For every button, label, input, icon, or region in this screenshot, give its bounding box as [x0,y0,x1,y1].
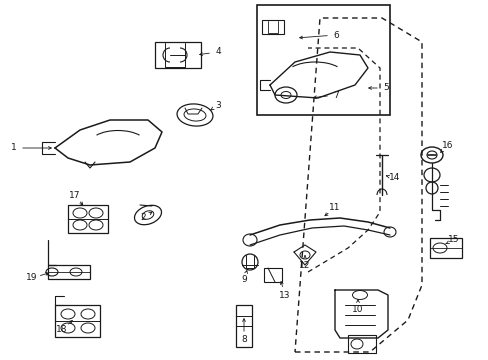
Bar [257,5,389,115]
Text: 16: 16 [441,140,453,149]
Text: 3: 3 [215,100,221,109]
Text: 12: 12 [299,261,310,270]
Text: 9: 9 [241,275,246,284]
Bar [264,268,282,282]
Text: 6: 6 [332,31,338,40]
Text: 10: 10 [351,306,363,315]
Bar [155,42,201,68]
Text: 1: 1 [11,144,17,153]
Text: 2: 2 [140,213,145,222]
Bar [347,335,375,353]
Text: 5: 5 [382,84,388,93]
Bar [68,205,108,233]
Bar [55,305,100,337]
Text: 11: 11 [328,203,340,212]
Text: 14: 14 [388,174,400,183]
Text: 13: 13 [279,291,290,300]
Bar [262,20,284,34]
Text: 19: 19 [26,274,38,283]
Text: 7: 7 [332,90,338,99]
Bar [429,238,461,258]
Text: 18: 18 [56,325,68,334]
Text: 15: 15 [447,235,459,244]
Bar [48,265,90,279]
Bar [236,305,251,347]
Text: 17: 17 [69,190,81,199]
Text: 4: 4 [215,48,221,57]
Text: 8: 8 [241,336,246,345]
